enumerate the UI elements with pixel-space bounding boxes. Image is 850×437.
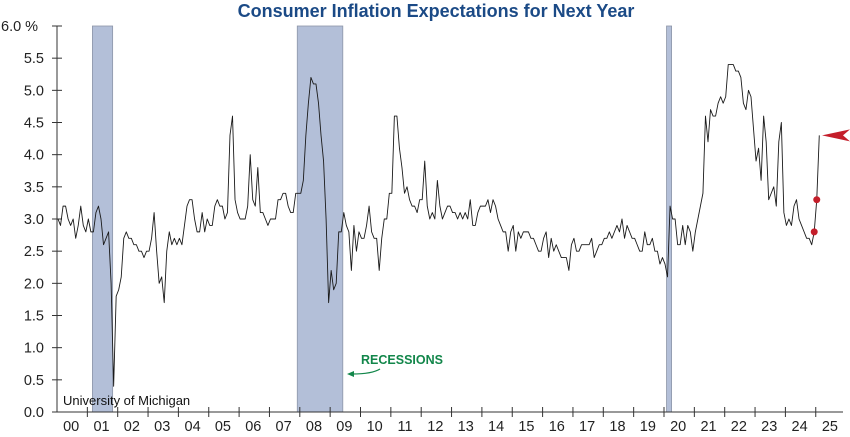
x-tick-label: 06 bbox=[245, 419, 261, 435]
x-tick-label: 04 bbox=[185, 419, 201, 435]
recession-band bbox=[296, 25, 344, 413]
x-tick-label: 11 bbox=[397, 419, 412, 435]
y-tick-label: 0.5 bbox=[24, 373, 44, 389]
y-tick-label: 0.0 bbox=[24, 405, 44, 421]
recessions-arrow-icon bbox=[347, 368, 381, 377]
x-tick-label: 08 bbox=[306, 419, 322, 435]
source-label: University of Michigan bbox=[63, 393, 190, 408]
series-line bbox=[57, 64, 820, 387]
y-tick-label: 3.5 bbox=[24, 180, 44, 196]
recessions-label: RECESSIONS bbox=[361, 353, 443, 367]
highlight-dot bbox=[813, 196, 821, 204]
x-tick-label: 07 bbox=[276, 419, 292, 435]
y-tick-label: 1.0 bbox=[24, 341, 44, 357]
y-tick-label: 3.0 bbox=[24, 212, 44, 228]
y-tick-label: 4.5 bbox=[24, 116, 44, 132]
y-tick-label: 2.0 bbox=[24, 276, 44, 292]
recession-band bbox=[666, 25, 672, 413]
y-tick-label: 5.0 bbox=[24, 83, 44, 99]
recession-bands bbox=[92, 25, 672, 413]
x-tick-label: 17 bbox=[579, 419, 595, 435]
x-tick-label: 20 bbox=[670, 419, 686, 435]
y-tick-label: 6.0 % bbox=[1, 19, 38, 35]
x-tick-label: 25 bbox=[822, 419, 838, 435]
x-tick-label: 23 bbox=[761, 419, 777, 435]
y-tick-label: 4.0 bbox=[24, 148, 44, 164]
series bbox=[57, 64, 850, 387]
axes: 0.0 0.5 1.0 1.5 2.0 2.5 3.0 3.5 4.0 4.5 5.0 5.5 6.0 … bbox=[1, 19, 843, 435]
x-tick-label: 24 bbox=[792, 419, 808, 435]
x-tick-label: 05 bbox=[215, 419, 231, 435]
x-tick-label: 00 bbox=[63, 419, 79, 435]
x-tick-label: 01 bbox=[93, 419, 109, 435]
x-tick-label: 15 bbox=[518, 419, 534, 435]
y-tick-label: 1.5 bbox=[24, 309, 44, 325]
x-tick-label: 02 bbox=[124, 419, 140, 435]
y-tick-label: 2.5 bbox=[24, 244, 44, 260]
x-tick-label: 22 bbox=[731, 419, 747, 435]
x-tick-label: 09 bbox=[336, 419, 352, 435]
x-tick-label: 18 bbox=[609, 419, 625, 435]
highlight-dot bbox=[810, 228, 818, 236]
x-tick-label: 16 bbox=[549, 419, 565, 435]
y-tick-label: 5.5 bbox=[24, 51, 44, 67]
latest-value-arrow-icon bbox=[822, 129, 850, 142]
x-tick-label: 03 bbox=[154, 419, 170, 435]
x-tick-label: 21 bbox=[700, 419, 716, 435]
chart-title: Consumer Inflation Expectations for Next… bbox=[238, 1, 635, 21]
x-tick-label: 19 bbox=[640, 419, 656, 435]
x-tick-label: 12 bbox=[427, 419, 443, 435]
x-tick-label: 14 bbox=[488, 419, 504, 435]
x-tick-label: 13 bbox=[458, 419, 474, 435]
x-tick-label: 10 bbox=[367, 419, 383, 435]
